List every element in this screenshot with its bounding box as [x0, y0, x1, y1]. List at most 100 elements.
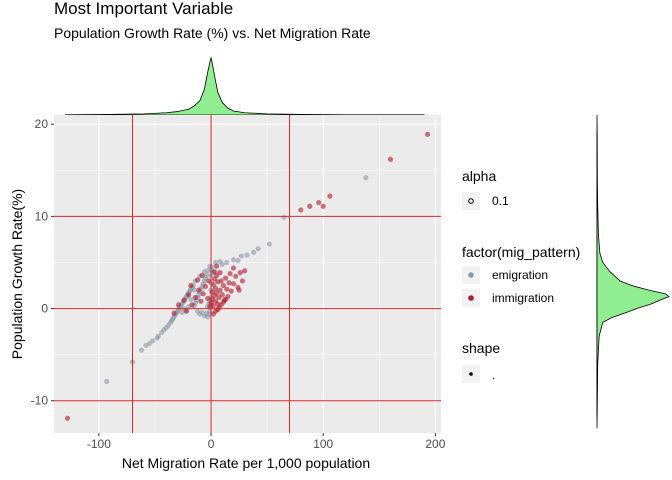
data-point-immigration: [219, 292, 225, 298]
y-tick-label: 20: [35, 117, 49, 131]
data-point-immigration: [320, 203, 326, 209]
data-point-immigration: [242, 268, 248, 274]
chart-subtitle: Population Growth Rate (%) vs. Net Migra…: [54, 25, 371, 41]
data-point-immigration: [202, 283, 209, 290]
marginal-y-curve: [596, 114, 670, 429]
legend-label-shape: .: [492, 368, 495, 382]
data-points: [64, 131, 431, 421]
data-point-emigration: [207, 263, 213, 269]
y-tick-label: -10: [31, 394, 49, 408]
data-point-immigration: [424, 131, 431, 137]
legend-key-alpha: [462, 192, 480, 210]
legend-symbol-shape: [469, 372, 473, 376]
legend-title-alpha: alpha: [462, 168, 496, 184]
legend-symbol-alpha: [468, 198, 474, 204]
data-point-emigration: [230, 257, 237, 263]
y-axis-ticks: -10 0 10 20: [31, 117, 54, 408]
data-point-immigration: [192, 294, 198, 301]
data-point-immigration: [186, 292, 192, 298]
data-point-immigration: [188, 282, 194, 289]
data-point-immigration: [205, 295, 211, 302]
data-point-emigration: [138, 347, 145, 353]
data-point-immigration: [237, 270, 243, 276]
data-point-immigration: [194, 277, 201, 283]
data-point-emigration: [363, 175, 369, 181]
legend-label-immigration: immigration: [492, 291, 554, 305]
data-point-immigration: [212, 285, 219, 291]
legend-title-shape: shape: [462, 340, 500, 356]
x-tick-label: 100: [313, 437, 333, 451]
data-point-immigration: [230, 281, 237, 287]
data-point-immigration: [189, 302, 195, 308]
chart-title: Most Important Variable: [54, 0, 233, 18]
data-point-immigration: [227, 270, 233, 277]
data-point-immigration: [214, 263, 220, 269]
data-point-emigration: [179, 309, 185, 315]
data-point-emigration: [238, 253, 244, 259]
data-point-immigration: [64, 415, 71, 421]
data-point-immigration: [183, 308, 189, 314]
y-axis-label: Population Growth Rate(%): [9, 189, 25, 359]
legend-title-mig-pattern: factor(mig_pattern): [462, 244, 580, 260]
data-point-immigration: [236, 287, 242, 293]
data-point-emigration: [235, 258, 241, 264]
reference-lines: [54, 115, 441, 433]
y-tick-label: 0: [41, 302, 48, 316]
data-point-immigration: [206, 278, 212, 284]
data-point-immigration: [199, 272, 205, 278]
legend: alpha 0.1 factor(mig_pattern) emigration…: [462, 168, 580, 383]
data-point-emigration: [224, 259, 230, 266]
data-point-immigration: [210, 303, 216, 309]
data-point-immigration: [298, 207, 304, 213]
data-point-immigration: [211, 269, 218, 275]
data-point-emigration: [188, 296, 194, 302]
x-axis-ticks: -100 0 100 200: [87, 433, 446, 451]
data-point-immigration: [217, 287, 223, 293]
data-point-emigration: [244, 252, 250, 258]
data-point-emigration: [154, 335, 160, 341]
legend-symbol-immigration: [468, 295, 474, 301]
data-point-emigration: [251, 249, 257, 255]
data-point-immigration: [228, 288, 234, 294]
data-point-emigration: [104, 378, 110, 384]
legend-symbol-emigration: [468, 272, 474, 278]
data-point-emigration: [266, 241, 272, 247]
data-point-emigration: [205, 268, 211, 274]
marginal-y-density: [596, 114, 670, 429]
data-point-immigration: [223, 275, 229, 281]
x-tick-label: 0: [208, 437, 215, 451]
x-tick-label: -100: [87, 437, 111, 451]
data-point-immigration: [196, 287, 202, 293]
data-point-immigration: [171, 310, 177, 316]
data-point-immigration: [218, 278, 224, 284]
data-point-immigration: [223, 296, 229, 302]
data-point-emigration: [219, 261, 225, 267]
marginal-x-density: [64, 56, 425, 116]
data-point-immigration: [200, 291, 206, 297]
x-axis-label: Net Migration Rate per 1,000 population: [122, 455, 370, 471]
data-point-immigration: [316, 199, 322, 206]
data-point-immigration: [233, 273, 239, 279]
marginal-x-curve: [64, 56, 425, 116]
data-point-immigration: [181, 297, 187, 303]
legend-label-alpha: 0.1: [492, 194, 509, 208]
data-point-emigration: [281, 214, 287, 220]
data-point-emigration: [255, 246, 261, 252]
data-point-emigration: [146, 340, 152, 347]
y-tick-label: 10: [35, 209, 49, 223]
data-point-immigration: [175, 302, 182, 308]
data-point-emigration: [191, 287, 197, 293]
data-point-immigration: [220, 282, 226, 289]
data-point-immigration: [198, 298, 204, 304]
data-point-immigration: [217, 270, 223, 276]
x-tick-label: 200: [425, 437, 445, 451]
data-point-immigration: [226, 280, 232, 286]
data-point-immigration: [387, 156, 394, 162]
plot-panel: [54, 115, 441, 433]
data-point-immigration: [327, 193, 333, 199]
data-point-immigration: [215, 306, 221, 313]
legend-label-emigration: emigration: [492, 268, 548, 282]
data-point-immigration: [239, 278, 246, 284]
data-point-immigration: [307, 203, 313, 209]
